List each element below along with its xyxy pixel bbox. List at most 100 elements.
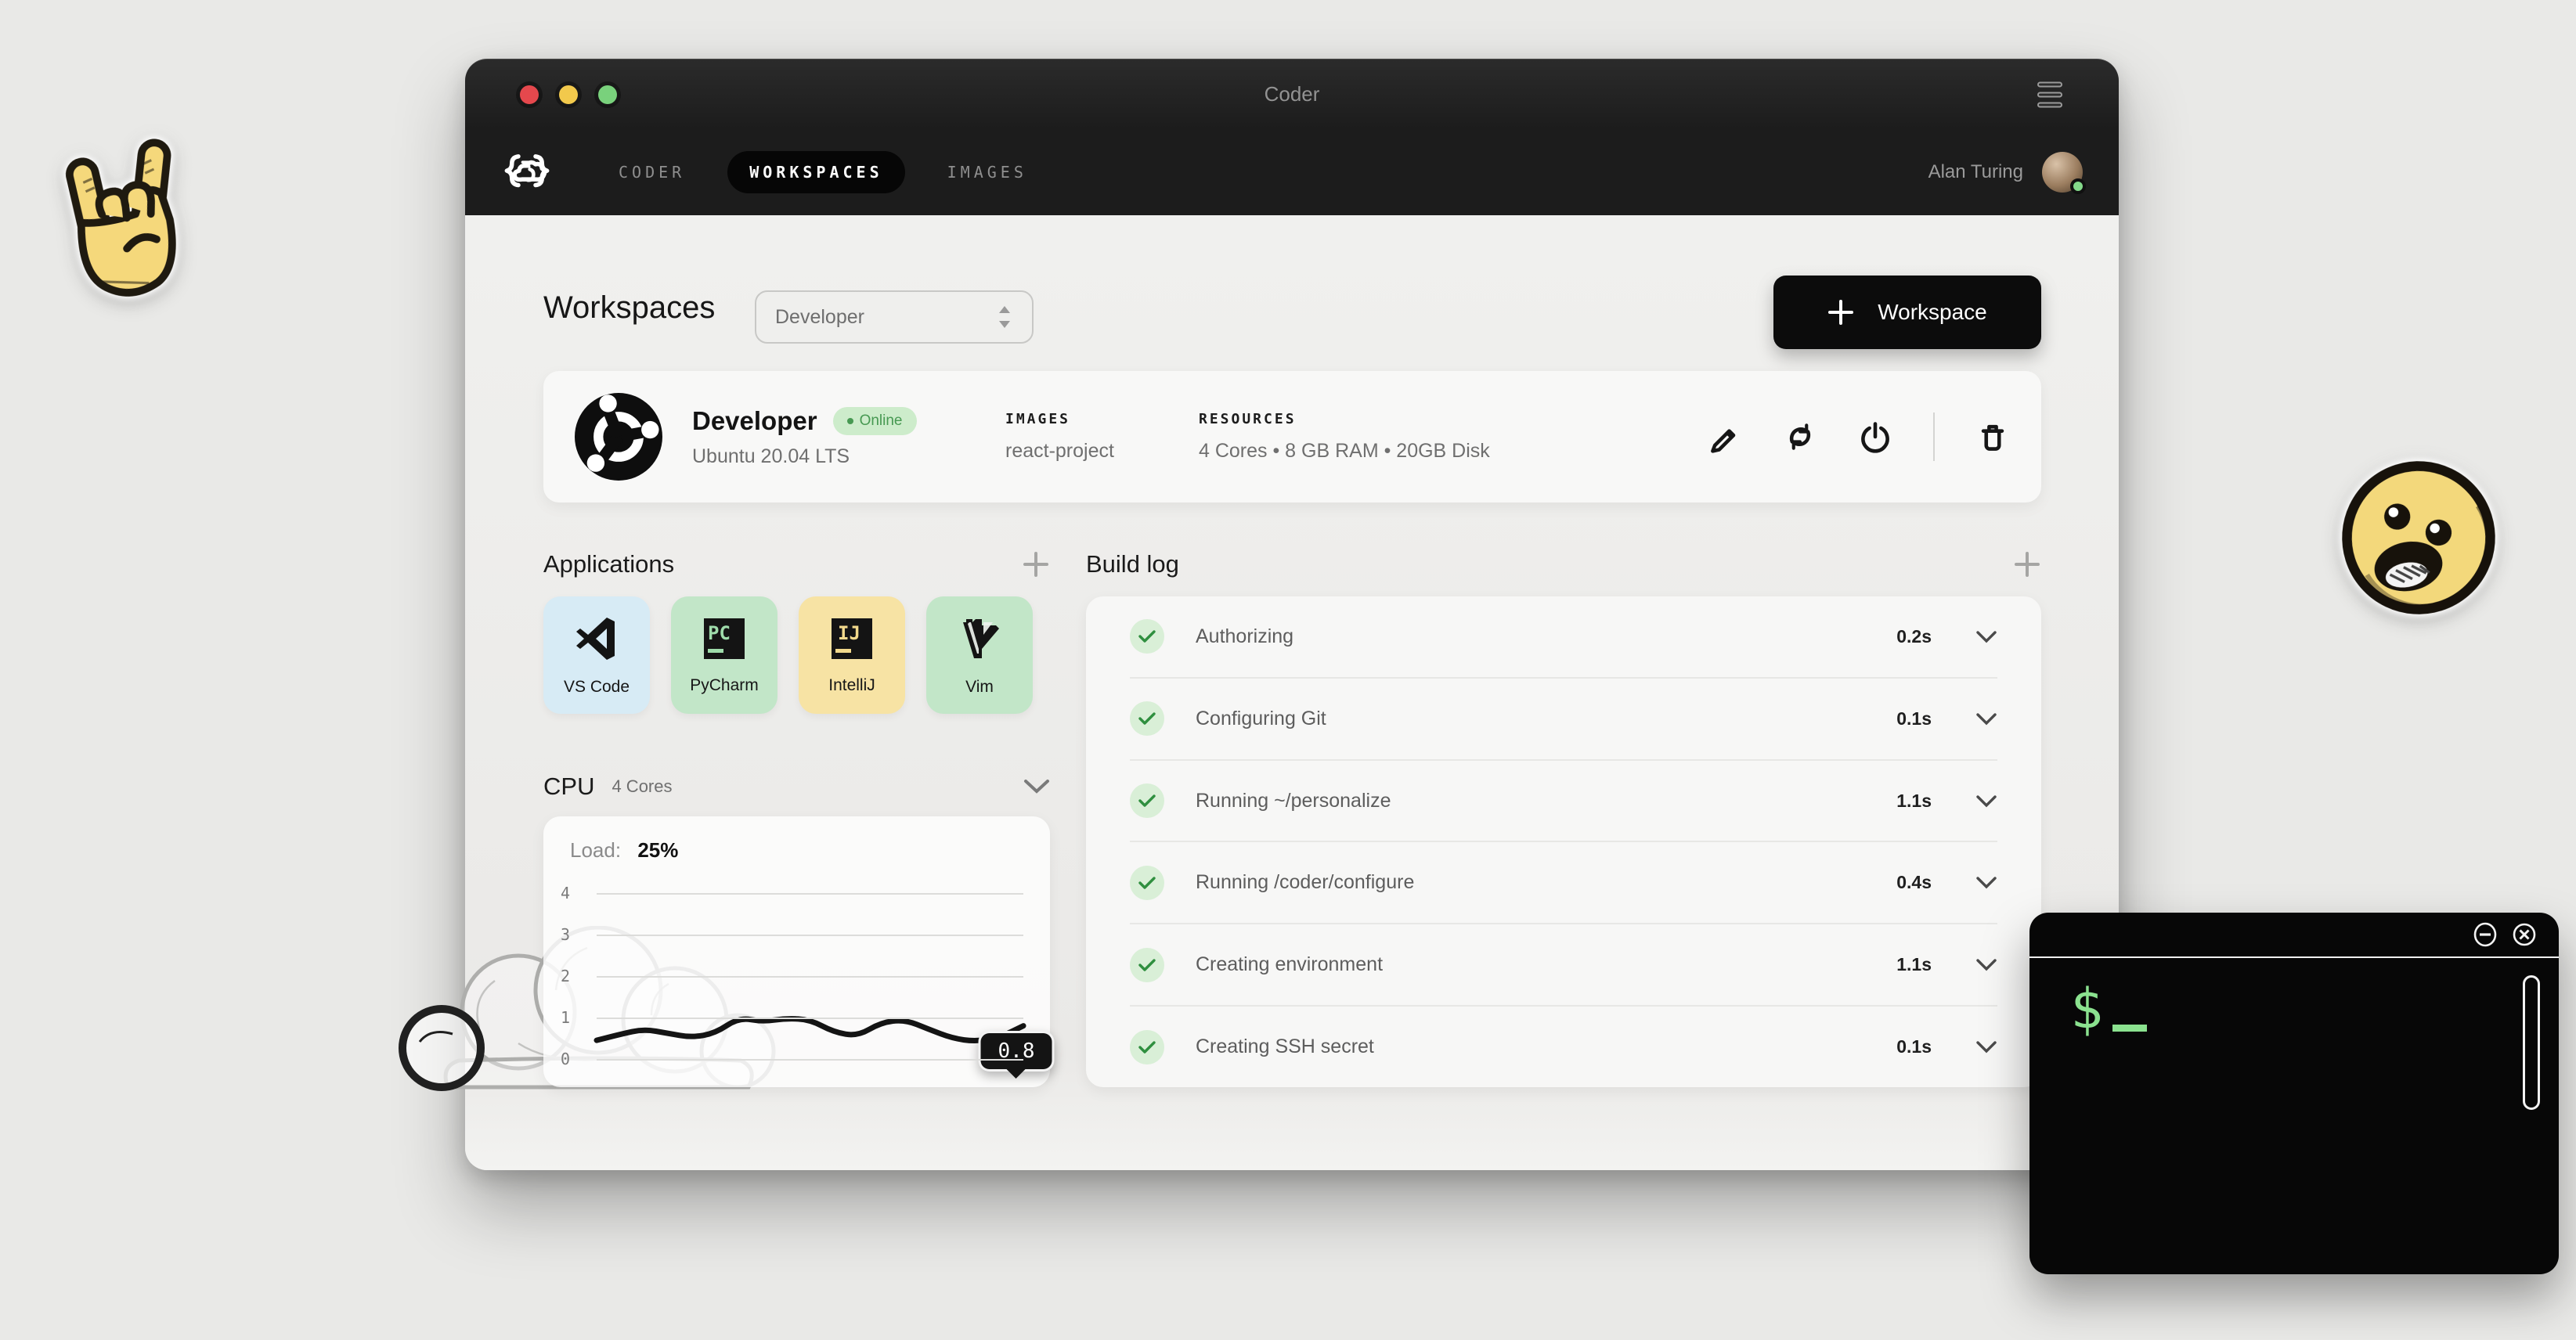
cpu-title: CPU bbox=[543, 773, 595, 800]
zoom-window-button[interactable] bbox=[598, 85, 617, 104]
window-controls bbox=[520, 85, 617, 104]
build-step-label: Authorizing bbox=[1196, 625, 1294, 647]
images-label: IMAGES bbox=[1005, 411, 1071, 427]
build-step-label: Creating SSH secret bbox=[1196, 1036, 1374, 1058]
y-tick-label: 1 bbox=[561, 1008, 571, 1027]
nav-tabs: CODER WORKSPACES IMAGES bbox=[597, 151, 1049, 193]
check-icon bbox=[1130, 783, 1164, 819]
build-log-card: Authorizing 0.2s Configuring Git 0.1s Ru… bbox=[1086, 596, 2041, 1087]
terminal-minimize-icon[interactable] bbox=[2471, 920, 2499, 949]
terminal-scrollbar[interactable] bbox=[2523, 975, 2540, 1110]
chart-tooltip: 0.8 bbox=[978, 1031, 1055, 1072]
applications-title: Applications bbox=[543, 550, 675, 578]
build-step-duration: 0.1s bbox=[1896, 708, 1932, 729]
user-avatar[interactable] bbox=[2042, 152, 2086, 194]
resources-value: 4 Cores • 8 GB RAM • 20GB Disk bbox=[1199, 440, 1490, 462]
check-icon bbox=[1130, 865, 1164, 900]
add-build-step-icon[interactable] bbox=[2013, 550, 2041, 578]
main-content: Workspaces Developer Workspace bbox=[399, 215, 2119, 1170]
check-icon bbox=[1130, 1029, 1164, 1064]
app-tile-vscode[interactable]: VS Code bbox=[543, 596, 650, 714]
build-step-row[interactable]: Running ~/personalize 1.1s bbox=[1130, 758, 1997, 841]
build-step-expand-icon[interactable] bbox=[1975, 712, 1997, 726]
app-tile-intellij[interactable]: IJ IntelliJ bbox=[799, 596, 905, 714]
workspace-selector[interactable]: Developer bbox=[755, 290, 1034, 344]
user-status-dot bbox=[2070, 178, 2086, 194]
stepper-arrows-icon bbox=[999, 306, 1010, 328]
build-step-expand-icon[interactable] bbox=[1975, 630, 1997, 643]
build-step-row[interactable]: Creating environment 1.1s bbox=[1130, 923, 1997, 1005]
y-tick-label: 2 bbox=[561, 967, 571, 985]
app-label: VS Code bbox=[563, 677, 630, 696]
build-step-duration: 0.2s bbox=[1896, 625, 1932, 647]
build-step-expand-icon[interactable] bbox=[1975, 794, 1997, 808]
add-application-icon[interactable] bbox=[1022, 550, 1050, 578]
build-step-duration: 0.1s bbox=[1896, 1036, 1932, 1057]
window-titlebar: Coder bbox=[465, 59, 2119, 129]
check-icon bbox=[1130, 947, 1164, 982]
app-tile-pycharm[interactable]: PC PyCharm bbox=[671, 596, 777, 714]
check-icon bbox=[1130, 619, 1164, 654]
page-title: Workspaces bbox=[543, 290, 716, 325]
nav-tab-workspaces[interactable]: WORKSPACES bbox=[727, 151, 905, 193]
smiley-sticker bbox=[2342, 461, 2495, 614]
build-step-label: Configuring Git bbox=[1196, 707, 1326, 729]
power-icon[interactable] bbox=[1858, 420, 1892, 454]
build-step-duration: 1.1s bbox=[1896, 790, 1932, 811]
build-step-label: Running /coder/configure bbox=[1196, 871, 1415, 894]
nav-tab-coder[interactable]: CODER bbox=[619, 163, 686, 182]
status-dot bbox=[846, 417, 853, 424]
load-value: 25% bbox=[637, 838, 679, 862]
cpu-collapse-icon[interactable] bbox=[1023, 779, 1050, 794]
coder-app-window: Coder CODER WORKSPACES IMAGES Alan Turing bbox=[399, 59, 2119, 1170]
gridline bbox=[597, 893, 1023, 895]
app-tile-vim[interactable]: Vim bbox=[926, 596, 1033, 714]
cpu-cores-label: 4 Cores bbox=[612, 776, 673, 796]
build-step-row[interactable]: Running /coder/configure 0.4s bbox=[1130, 841, 1997, 923]
y-tick-label: 3 bbox=[561, 925, 571, 944]
workspace-selector-value: Developer bbox=[775, 305, 864, 328]
cpu-card: Load: 25% 0.8 4 3 2 1 0 bbox=[543, 816, 1055, 1087]
cpu-line-chart bbox=[593, 1016, 1026, 1044]
pycharm-icon: PC bbox=[704, 618, 745, 659]
gridline bbox=[597, 976, 1023, 978]
build-step-row[interactable]: Creating SSH secret 0.1s bbox=[1130, 1005, 1997, 1087]
vscode-icon bbox=[576, 617, 615, 660]
build-step-duration: 1.1s bbox=[1896, 954, 1932, 975]
vim-icon bbox=[963, 618, 999, 658]
minimize-window-button[interactable] bbox=[559, 85, 578, 104]
build-step-row[interactable]: Authorizing 0.2s bbox=[1130, 596, 1997, 677]
actions-divider bbox=[1933, 412, 1935, 461]
build-step-label: Running ~/personalize bbox=[1196, 789, 1391, 812]
gridline bbox=[597, 1059, 1023, 1061]
close-window-button[interactable] bbox=[520, 85, 539, 104]
gridline bbox=[597, 935, 1023, 936]
hamburger-menu-icon[interactable] bbox=[2037, 81, 2062, 107]
edit-icon[interactable] bbox=[1708, 420, 1742, 454]
user-name: Alan Turing bbox=[1928, 161, 2023, 182]
workspace-os: Ubuntu 20.04 LTS bbox=[692, 445, 850, 467]
build-step-label: Creating environment bbox=[1196, 953, 1384, 976]
status-badge: Online bbox=[832, 406, 917, 435]
terminal-window[interactable]: $ bbox=[2029, 913, 2559, 1274]
terminal-close-icon[interactable] bbox=[2510, 920, 2538, 949]
rock-hand-sticker bbox=[66, 139, 176, 297]
resources-label: RESOURCES bbox=[1199, 411, 1297, 427]
build-step-expand-icon[interactable] bbox=[1975, 1040, 1997, 1054]
new-workspace-button[interactable]: Workspace bbox=[1773, 276, 2041, 349]
ubuntu-logo-icon bbox=[575, 393, 662, 481]
app-navbar: CODER WORKSPACES IMAGES Alan Turing bbox=[465, 129, 2119, 215]
build-step-expand-icon[interactable] bbox=[1975, 876, 1997, 889]
delete-icon[interactable] bbox=[1975, 420, 2010, 454]
nav-tab-images[interactable]: IMAGES bbox=[947, 163, 1027, 182]
build-step-row[interactable]: Configuring Git 0.1s bbox=[1130, 676, 1997, 759]
workspace-name: Developer bbox=[692, 405, 817, 435]
load-label: Load: bbox=[570, 838, 622, 862]
workspace-card[interactable]: Developer Online Ubuntu 20.04 LTS IMAGES… bbox=[543, 371, 2041, 502]
restart-icon[interactable] bbox=[1783, 420, 1817, 454]
coder-logo-icon bbox=[504, 154, 550, 188]
images-value: react-project bbox=[1005, 440, 1114, 462]
build-log-title: Build log bbox=[1086, 550, 1179, 578]
build-step-expand-icon[interactable] bbox=[1975, 958, 1997, 971]
app-label: IntelliJ bbox=[828, 675, 875, 694]
